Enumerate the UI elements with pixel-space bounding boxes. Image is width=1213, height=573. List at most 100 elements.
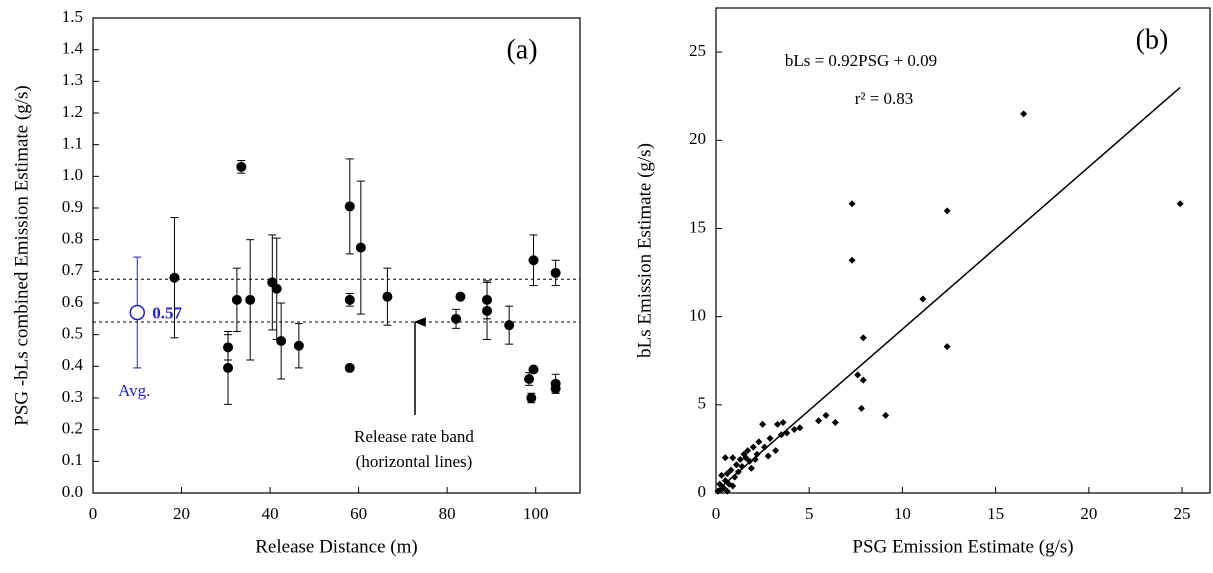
point (731, 473, 739, 481)
y-tick-label: 10 (689, 306, 706, 325)
x-tick-label: 40 (262, 504, 279, 523)
point (859, 376, 867, 384)
fit-line (715, 86, 1181, 492)
y-tick-label: 15 (689, 217, 706, 236)
point (729, 482, 737, 490)
point (751, 455, 759, 463)
point (744, 447, 752, 455)
y-tick-label: 0.3 (62, 387, 83, 406)
point (723, 470, 731, 478)
y-tick-label: 1.4 (62, 39, 84, 58)
y-tick-label: 0.8 (62, 229, 83, 248)
point (382, 291, 393, 302)
point (528, 255, 539, 266)
point (451, 313, 462, 324)
point (755, 438, 763, 446)
point (779, 418, 787, 426)
point (760, 443, 768, 451)
point (822, 411, 830, 419)
point (455, 291, 466, 302)
point (1176, 200, 1184, 208)
point (772, 447, 780, 455)
point (504, 320, 515, 331)
point (783, 429, 791, 437)
point (753, 450, 761, 458)
point (528, 364, 539, 375)
x-tick-label: 60 (350, 504, 367, 523)
y-tick-label: 0.9 (62, 197, 83, 216)
equation: bLs = 0.92PSG + 0.09 (785, 51, 937, 70)
point (293, 340, 304, 351)
point (746, 457, 754, 465)
panel-label: (a) (506, 34, 537, 65)
y-tick-label: 1.3 (62, 70, 83, 89)
panel-label: (b) (1136, 24, 1169, 55)
x-tick-label: 20 (173, 504, 190, 523)
point (721, 454, 729, 462)
x-tick-label: 0 (712, 504, 721, 523)
point (848, 256, 856, 264)
point (796, 424, 804, 432)
point (854, 371, 862, 379)
y-tick-label: 0.7 (62, 260, 84, 279)
point (344, 294, 355, 305)
point (276, 336, 287, 346)
y-tick-label: 25 (689, 41, 706, 60)
point (223, 362, 234, 373)
y-tick-label: 0.1 (62, 450, 83, 469)
point (943, 343, 951, 351)
y-tick-label: 0.4 (62, 355, 84, 374)
point (723, 487, 731, 495)
point (790, 426, 798, 434)
x-axis-title: Release Distance (m) (255, 536, 417, 557)
point (734, 468, 742, 476)
point (882, 411, 890, 419)
y-axis-title: PSG -bLs combined Emission Estimate (g/s… (11, 85, 32, 425)
point (738, 463, 746, 471)
x-tick-label: 100 (523, 504, 549, 523)
point (774, 420, 782, 428)
point (236, 161, 247, 172)
y-tick-label: 20 (689, 129, 706, 148)
y-tick-label: 1.1 (62, 134, 83, 153)
point (736, 455, 744, 463)
r-squared: r² = 0.83 (855, 89, 914, 108)
point (716, 480, 724, 488)
point (524, 374, 535, 384)
y-tick-label: 1.0 (62, 165, 83, 184)
x-tick-label: 80 (439, 504, 456, 523)
y-tick-label: 0.0 (62, 482, 83, 501)
point (718, 485, 726, 493)
point (848, 200, 856, 208)
x-tick-label: 20 (1080, 504, 1097, 523)
point (759, 420, 767, 428)
point (344, 201, 355, 212)
point (919, 295, 927, 303)
point (344, 362, 355, 373)
point (764, 452, 772, 460)
point (526, 393, 537, 403)
x-tick-label: 15 (987, 504, 1004, 523)
point (742, 454, 750, 462)
x-tick-label: 25 (1174, 504, 1191, 523)
point (245, 294, 256, 305)
point (721, 477, 729, 485)
point (169, 272, 180, 283)
x-tick-label: 0 (89, 504, 98, 523)
point (482, 305, 493, 316)
point (550, 383, 561, 394)
point (943, 207, 951, 215)
y-tick-label: 0.6 (62, 292, 83, 311)
y-tick-label: 0.5 (62, 324, 83, 343)
point (733, 461, 741, 469)
plot-frame (715, 7, 1211, 494)
y-tick-label: 1.2 (62, 102, 83, 121)
average-label: Avg. (118, 381, 150, 400)
y-axis-title: bLs Emission Estimate (g/s) (634, 143, 655, 358)
x-axis-title: PSG Emission Estimate (g/s) (852, 536, 1073, 557)
annotation: Release rate band (354, 427, 474, 446)
point (271, 283, 282, 294)
point (718, 471, 726, 479)
y-tick-label: 1.5 (62, 7, 83, 26)
point (777, 431, 785, 439)
